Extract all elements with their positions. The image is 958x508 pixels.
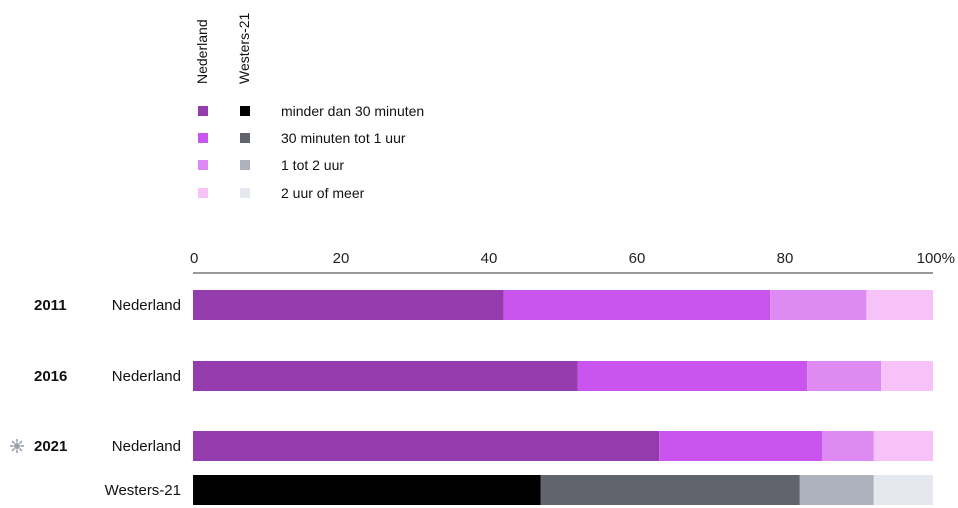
bar-segment xyxy=(881,361,933,391)
sun-ray xyxy=(18,447,23,452)
bar-segment xyxy=(770,290,867,320)
legend-swatch xyxy=(198,133,208,143)
row-label: Nederland xyxy=(112,368,181,385)
legend-column-headers: Nederland Westers-21 xyxy=(194,12,252,84)
x-tick-label: 60 xyxy=(629,250,646,267)
row-label: Nederland xyxy=(112,438,181,455)
legend-column-header: Westers-21 xyxy=(236,12,252,84)
sun-ray xyxy=(18,440,23,445)
sun-ray xyxy=(11,447,16,452)
bar-segment xyxy=(659,431,822,461)
x-tick-label: 0 xyxy=(190,250,198,267)
legend-column-header: Nederland xyxy=(194,19,210,84)
x-axis: 0 20 40 60 80 100% xyxy=(190,250,955,274)
legend-swatch xyxy=(198,106,208,116)
bar-segment xyxy=(822,431,874,461)
legend-swatch xyxy=(240,160,250,170)
bar-segment xyxy=(873,475,933,505)
bars xyxy=(193,290,933,505)
bar-segment xyxy=(799,475,874,505)
bar-segment xyxy=(873,431,933,461)
sun-icon xyxy=(10,439,24,453)
legend-swatch xyxy=(240,106,250,116)
year-label: 2021 xyxy=(34,438,67,455)
legend-label: 1 tot 2 uur xyxy=(281,157,344,173)
row-label: Westers-21 xyxy=(105,482,181,499)
x-tick-label: 40 xyxy=(481,250,498,267)
legend-swatch xyxy=(198,188,208,198)
x-tick-label: 20 xyxy=(333,250,350,267)
legend: minder dan 30 minuten 30 minuten tot 1 uu… xyxy=(198,103,424,201)
legend-label: 2 uur of meer xyxy=(281,185,365,201)
bar-segment xyxy=(866,290,933,320)
legend-label: 30 minuten tot 1 uur xyxy=(281,130,406,146)
bar-segment xyxy=(577,361,808,391)
x-tick-label: 80 xyxy=(777,250,794,267)
sun-core xyxy=(14,443,20,449)
bar-segment xyxy=(540,475,800,505)
legend-label: minder dan 30 minuten xyxy=(281,103,424,119)
bar-segment xyxy=(193,475,541,505)
legend-swatch xyxy=(198,160,208,170)
bar-segment xyxy=(503,290,771,320)
row-label: Nederland xyxy=(112,297,181,314)
bar-segment xyxy=(193,431,660,461)
row-labels: Nederland 2011 Nederland 2016 Nederland 2021 W… xyxy=(10,297,181,499)
sun-ray xyxy=(11,440,16,445)
x-tick-label: 100% xyxy=(917,250,955,267)
legend-swatch xyxy=(240,188,250,198)
bar-segment xyxy=(193,290,504,320)
year-label: 2011 xyxy=(34,297,67,314)
bar-segment xyxy=(807,361,882,391)
bar-segment xyxy=(193,361,578,391)
year-label: 2016 xyxy=(34,368,67,385)
legend-swatch xyxy=(240,133,250,143)
